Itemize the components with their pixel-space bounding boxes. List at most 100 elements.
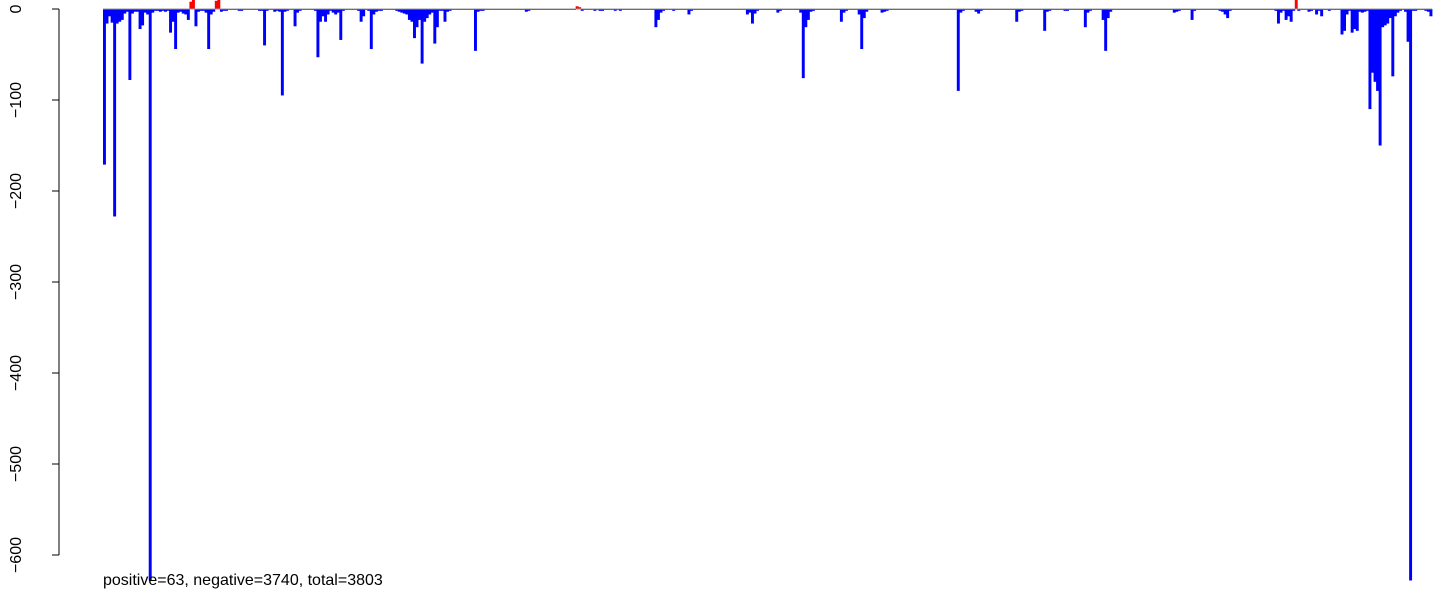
bar [418,9,422,20]
bar [1177,9,1181,11]
bar [956,9,960,91]
bar [1228,9,1232,11]
bar [123,9,127,14]
bar [339,9,343,40]
bar [280,9,284,96]
bar [1307,9,1311,12]
bar [1388,9,1392,19]
bar [753,9,757,14]
bar [407,9,411,20]
bar [433,9,437,44]
bar [1373,9,1377,82]
bar [1409,9,1413,581]
bar [865,9,869,12]
bar [1218,9,1222,11]
bar [880,9,884,13]
bar [662,9,665,11]
bar [379,9,383,11]
bar [1279,9,1283,13]
bar [313,9,317,11]
bar [811,9,815,11]
bar [405,9,409,15]
bar [202,9,206,11]
bar [400,9,404,13]
bar [1223,9,1227,15]
bar [212,9,216,12]
bar [959,9,963,13]
bar [184,9,188,15]
bar [809,9,813,12]
bar [316,9,320,58]
bar [258,9,261,11]
bar [395,9,399,11]
bar [659,9,663,13]
bar [1276,9,1280,24]
bar [1398,9,1402,11]
bar [1365,9,1369,11]
bar [224,9,228,11]
bar [801,9,805,79]
bar [842,9,846,13]
bar [476,9,480,12]
bar [285,9,289,11]
bar [402,9,406,14]
bar [410,9,414,22]
bars [103,0,1433,581]
bar [1340,9,1344,35]
bar [318,9,322,22]
bar [156,9,160,11]
bar [1317,9,1321,11]
y-tick-label: −300 [8,264,25,300]
bar [169,9,173,33]
bar [219,9,223,12]
bar [296,9,300,13]
bar [151,9,155,13]
bar [1101,9,1105,20]
bar [161,9,165,11]
bar [1355,9,1359,31]
bar [207,9,211,50]
bar [1376,9,1380,91]
bar [1109,9,1113,12]
bar [1292,9,1296,11]
bar [618,9,622,11]
bar [1414,9,1418,11]
bar [479,9,483,11]
bar [377,9,381,11]
bar [1226,9,1230,19]
bar [1315,9,1319,15]
bar [446,9,449,12]
bar [128,9,132,80]
bar [425,9,429,19]
bar [745,9,749,15]
bar [1043,9,1047,31]
bar [1381,9,1385,28]
y-tick-label: −100 [8,82,25,118]
bar [806,9,810,20]
bar [209,9,213,15]
bar [438,9,442,11]
y-tick-label: −600 [8,537,25,573]
bar [283,9,287,12]
bar [110,9,114,23]
bar [1083,9,1087,28]
bar [977,9,981,14]
bar [1353,9,1357,30]
bar [265,9,269,11]
bar [334,9,338,15]
bar [143,9,147,13]
bar [1368,9,1372,110]
bar [1086,9,1090,13]
bar [108,9,112,17]
bar [186,9,190,20]
bar [1358,9,1362,12]
bar [750,9,754,24]
bar [341,9,345,11]
bar [1017,9,1021,12]
bar [524,9,528,12]
bar [430,9,434,13]
bar [1426,9,1430,12]
bar [158,9,162,12]
bar [1045,9,1049,12]
bar [1274,9,1278,11]
